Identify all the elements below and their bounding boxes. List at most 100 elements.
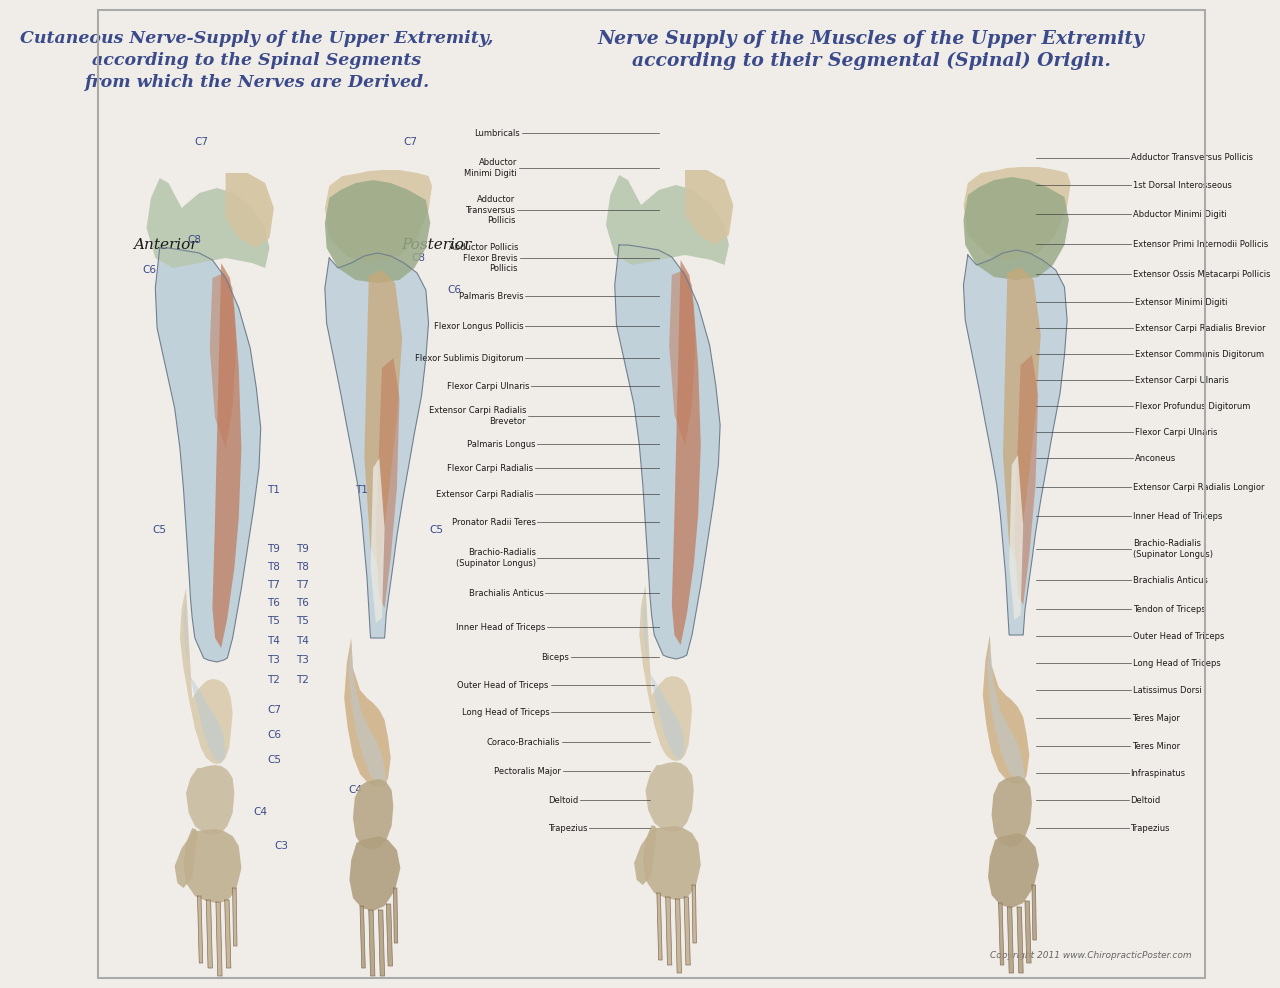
Polygon shape — [1032, 885, 1037, 940]
Text: C6: C6 — [142, 265, 156, 275]
Polygon shape — [369, 910, 375, 976]
Polygon shape — [669, 270, 695, 445]
Polygon shape — [964, 167, 1070, 260]
Text: according to their Segmental (Spinal) Origin.: according to their Segmental (Spinal) Or… — [632, 52, 1111, 70]
Text: Abductor Minimi Digiti: Abductor Minimi Digiti — [1133, 209, 1226, 218]
Text: Adductor
Transversus
Pollicis: Adductor Transversus Pollicis — [466, 195, 516, 225]
Polygon shape — [210, 273, 236, 448]
Text: T2: T2 — [268, 675, 280, 685]
Text: Biceps: Biceps — [541, 652, 570, 662]
Text: Copyright 2011 www.ChiropracticPoster.com: Copyright 2011 www.ChiropracticPoster.co… — [991, 951, 1192, 960]
Polygon shape — [174, 828, 197, 888]
Polygon shape — [645, 762, 694, 832]
Text: C5: C5 — [152, 525, 166, 535]
Polygon shape — [983, 635, 1029, 784]
Text: T7: T7 — [297, 580, 310, 590]
Text: Inner Head of Triceps: Inner Head of Triceps — [456, 622, 545, 631]
Text: Teres Major: Teres Major — [1132, 713, 1180, 722]
Text: C7: C7 — [403, 137, 417, 147]
Text: C7: C7 — [195, 137, 209, 147]
Text: Palmaris Longus: Palmaris Longus — [467, 440, 535, 449]
Text: Extensor Carpi Radialis: Extensor Carpi Radialis — [435, 489, 532, 499]
Text: T5: T5 — [297, 616, 310, 626]
Polygon shape — [964, 177, 1069, 280]
Text: Extensor Minimi Digiti: Extensor Minimi Digiti — [1135, 297, 1228, 306]
Polygon shape — [225, 900, 230, 968]
Polygon shape — [614, 245, 721, 659]
Text: Long Head of Triceps: Long Head of Triceps — [1133, 658, 1221, 668]
Text: Flexor Carpi Ulnaris: Flexor Carpi Ulnaris — [1135, 428, 1217, 437]
Text: T5: T5 — [268, 616, 280, 626]
Text: Flexor Profundus Digitorum: Flexor Profundus Digitorum — [1135, 401, 1251, 410]
Polygon shape — [370, 458, 384, 623]
Text: Outer Head of Triceps: Outer Head of Triceps — [1133, 631, 1225, 640]
Polygon shape — [197, 896, 202, 963]
Text: Posterior: Posterior — [401, 238, 471, 252]
Text: Tendon of Triceps: Tendon of Triceps — [1133, 605, 1206, 614]
Polygon shape — [657, 893, 662, 960]
Polygon shape — [643, 825, 701, 900]
Text: Brachialis Anticus: Brachialis Anticus — [1133, 575, 1208, 585]
Text: Palmaris Brevis: Palmaris Brevis — [458, 291, 524, 300]
Text: T1: T1 — [268, 485, 280, 495]
Text: Nerve Supply of the Muscles of the Upper Extremity: Nerve Supply of the Muscles of the Upper… — [598, 30, 1144, 48]
Text: Brachialis Anticus: Brachialis Anticus — [468, 589, 544, 598]
Text: Deltoid: Deltoid — [548, 795, 579, 804]
Polygon shape — [180, 588, 233, 764]
Polygon shape — [605, 175, 728, 265]
Polygon shape — [325, 253, 429, 638]
Polygon shape — [643, 590, 685, 759]
Text: Flexor Sublimis Digitorum: Flexor Sublimis Digitorum — [415, 354, 524, 363]
Text: Anconeus: Anconeus — [1135, 453, 1176, 462]
Polygon shape — [379, 910, 384, 976]
Text: Teres Minor: Teres Minor — [1132, 742, 1180, 751]
Text: Pectoralis Major: Pectoralis Major — [494, 767, 561, 776]
Polygon shape — [365, 270, 402, 568]
Text: Brachio-Radialis
(Supinator Longus): Brachio-Radialis (Supinator Longus) — [456, 548, 535, 568]
Text: Infraspinatus: Infraspinatus — [1130, 769, 1185, 778]
Text: Trapezius: Trapezius — [1130, 824, 1170, 833]
Polygon shape — [1018, 907, 1023, 973]
Text: C5: C5 — [268, 755, 280, 765]
Text: C7: C7 — [268, 705, 280, 715]
Polygon shape — [676, 899, 681, 973]
Text: Flexor Longus Pollicis: Flexor Longus Pollicis — [434, 321, 524, 331]
Polygon shape — [1007, 907, 1014, 973]
Text: C8: C8 — [412, 253, 426, 263]
Text: Flexor Carpi Ulnaris: Flexor Carpi Ulnaris — [447, 381, 530, 390]
Text: Cutaneous Nerve-Supply of the Upper Extremity,: Cutaneous Nerve-Supply of the Upper Extr… — [19, 30, 493, 47]
Text: Extensor Communis Digitorum: Extensor Communis Digitorum — [1135, 350, 1263, 359]
Text: C6: C6 — [447, 285, 461, 295]
Text: T8: T8 — [268, 562, 280, 572]
Polygon shape — [666, 897, 672, 965]
Polygon shape — [360, 906, 365, 968]
Polygon shape — [1004, 267, 1041, 565]
Text: Anterior: Anterior — [133, 238, 198, 252]
Text: C4: C4 — [348, 785, 362, 795]
Text: C6: C6 — [268, 730, 280, 740]
Text: C4: C4 — [253, 807, 268, 817]
Text: T4: T4 — [268, 636, 280, 646]
Polygon shape — [233, 888, 237, 946]
Text: Inner Head of Triceps: Inner Head of Triceps — [1133, 512, 1222, 521]
Polygon shape — [186, 765, 234, 835]
Polygon shape — [998, 903, 1004, 965]
Text: Coraco-Brachialis: Coraco-Brachialis — [486, 737, 561, 747]
Polygon shape — [344, 638, 390, 787]
Text: 1st Dorsal Interosseous: 1st Dorsal Interosseous — [1133, 181, 1231, 190]
Polygon shape — [376, 358, 399, 608]
Polygon shape — [155, 248, 261, 662]
Text: T2: T2 — [297, 675, 310, 685]
Text: T3: T3 — [268, 655, 280, 665]
Polygon shape — [987, 640, 1025, 783]
Text: according to the Spinal Segments: according to the Spinal Segments — [92, 52, 421, 69]
Text: C5: C5 — [429, 525, 443, 535]
Text: Extensor Ossis Metacarpi Pollicis: Extensor Ossis Metacarpi Pollicis — [1133, 270, 1271, 279]
Polygon shape — [988, 833, 1039, 908]
Text: Flexor Carpi Radialis: Flexor Carpi Radialis — [447, 463, 532, 472]
Text: T6: T6 — [268, 598, 280, 608]
Text: Extensor Primi Internodii Pollicis: Extensor Primi Internodii Pollicis — [1133, 239, 1268, 249]
Polygon shape — [183, 828, 242, 903]
Text: Outer Head of Triceps: Outer Head of Triceps — [457, 681, 549, 690]
Polygon shape — [183, 593, 225, 762]
